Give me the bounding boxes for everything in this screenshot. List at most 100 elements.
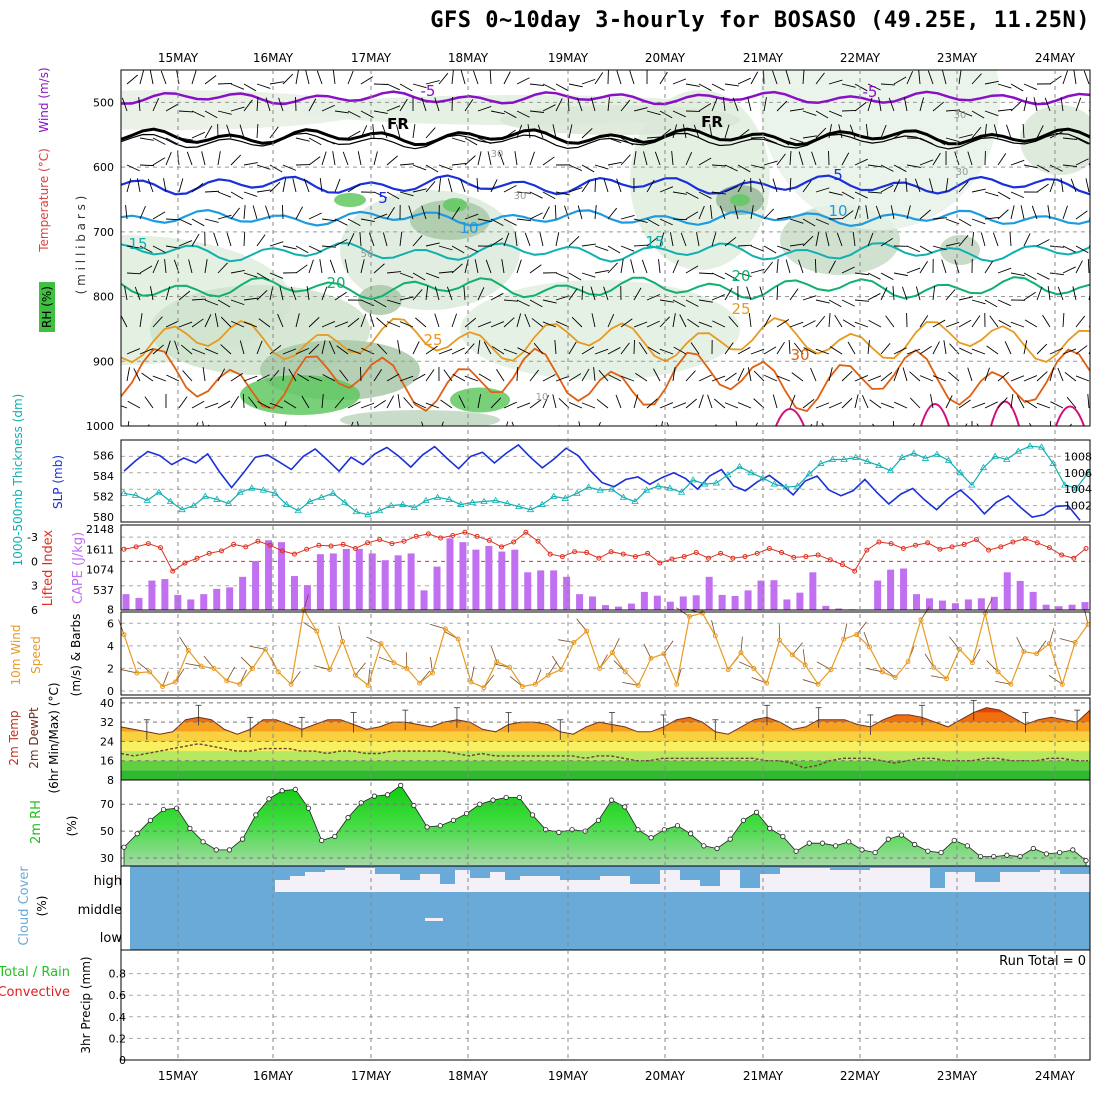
cloud-high-bar [130, 866, 145, 892]
wind-barb [1049, 367, 1055, 382]
wind-barb [971, 126, 982, 139]
wind-barb [919, 315, 929, 328]
wind-barb [1010, 375, 1025, 382]
wind-barb [841, 371, 853, 382]
wind-barb-10m [986, 660, 999, 673]
ua-ylabel-temp: Temperature (°C) [37, 148, 51, 253]
wind-barb [281, 204, 284, 220]
wind-barb [332, 151, 336, 166]
wind-barb-10m [490, 646, 498, 662]
wind-barb [514, 151, 518, 166]
slp-line [123, 443, 1081, 521]
wind-barb [793, 342, 804, 355]
wind-barb [126, 164, 140, 172]
cape-bar [900, 568, 908, 610]
wind-barb [598, 370, 609, 382]
wind-barb [239, 124, 245, 139]
wind-barb [438, 178, 442, 193]
wind-barb [724, 287, 733, 301]
wind-barb [459, 178, 466, 193]
cape-bar [1029, 591, 1037, 610]
wind-barb [764, 374, 778, 382]
wind-barb [620, 259, 624, 274]
wind-marker [995, 669, 1001, 675]
wind-barb [737, 402, 752, 409]
wind-barb [680, 232, 687, 247]
wind-barb [646, 320, 660, 328]
wind-barb [178, 137, 193, 141]
wind-barb [539, 232, 544, 247]
wind-barb [828, 367, 833, 382]
wind-barb [308, 317, 320, 328]
wind-barb-10m [751, 677, 767, 684]
wind-barb [204, 402, 219, 409]
wind-barb [363, 425, 365, 426]
wind-barb [295, 206, 303, 220]
wind-barb [854, 375, 869, 382]
wind-barb [269, 126, 279, 139]
wind-barb [945, 137, 960, 143]
wind-barb [737, 346, 751, 355]
wind-barb [577, 97, 583, 112]
wind-barb [646, 136, 661, 139]
wind-barb [724, 124, 730, 139]
wind-barb [971, 218, 986, 225]
wind-barb [929, 178, 934, 193]
wind-barb [282, 73, 294, 85]
wind-barb [308, 98, 317, 112]
wind-barb [1023, 164, 1038, 169]
wind-barb [737, 164, 751, 173]
li-marker [803, 554, 809, 560]
wind-barb-10m [303, 621, 318, 632]
wind-barb [646, 218, 660, 227]
ua-ylabel-wind: Wind (m/s) [37, 67, 51, 132]
wind-barb [415, 317, 427, 328]
rh-marker [1030, 845, 1036, 852]
wind-barb [747, 97, 752, 112]
wind-barb [581, 164, 595, 173]
wind-barb [204, 190, 220, 193]
wind-barb-10m [643, 643, 652, 659]
contour-label: 25 [423, 331, 442, 349]
wind-barb [163, 178, 167, 193]
wind-barb [1022, 123, 1025, 139]
wind-barb [256, 340, 263, 355]
wind-barb [321, 394, 324, 409]
li-marker [1059, 552, 1065, 558]
wind-barb [373, 213, 388, 220]
wind-barb [542, 83, 556, 91]
li-marker [450, 533, 456, 539]
wind-barb [594, 270, 609, 274]
rh-marker [951, 837, 957, 844]
thickness-marker [1014, 447, 1023, 454]
contour-label: 15 [128, 235, 147, 253]
wind-barb [967, 367, 973, 382]
wind-barb [620, 154, 631, 166]
wind-barb [443, 369, 453, 382]
wind-barb [1062, 245, 1076, 253]
wind-barb [529, 110, 544, 113]
wind-barb [191, 110, 205, 118]
wind-barb [802, 399, 815, 409]
cloud-ylabel-unit: (%) [35, 896, 49, 917]
wind-barb [191, 131, 205, 139]
wind-barb [277, 313, 284, 328]
wind-barb [386, 321, 401, 328]
wind-barb [399, 191, 414, 197]
wind-barb [958, 399, 971, 409]
wind-barb [815, 315, 826, 328]
thickness-marker [526, 505, 535, 513]
wind-barb [182, 370, 193, 382]
thickness-ytick: 582 [93, 490, 114, 503]
wind-barb-10m [1059, 638, 1076, 643]
cape-bar [355, 548, 363, 610]
wind-barb [126, 367, 130, 382]
wind-barb-10m [740, 636, 743, 653]
wind-barb [958, 181, 969, 193]
wind-ytick: 4 [107, 640, 114, 653]
wind-barb-10m [924, 653, 935, 668]
wind-barb [707, 394, 713, 409]
wind-barb [699, 429, 712, 435]
wind-barb [217, 214, 232, 220]
rh-marker [780, 833, 786, 840]
